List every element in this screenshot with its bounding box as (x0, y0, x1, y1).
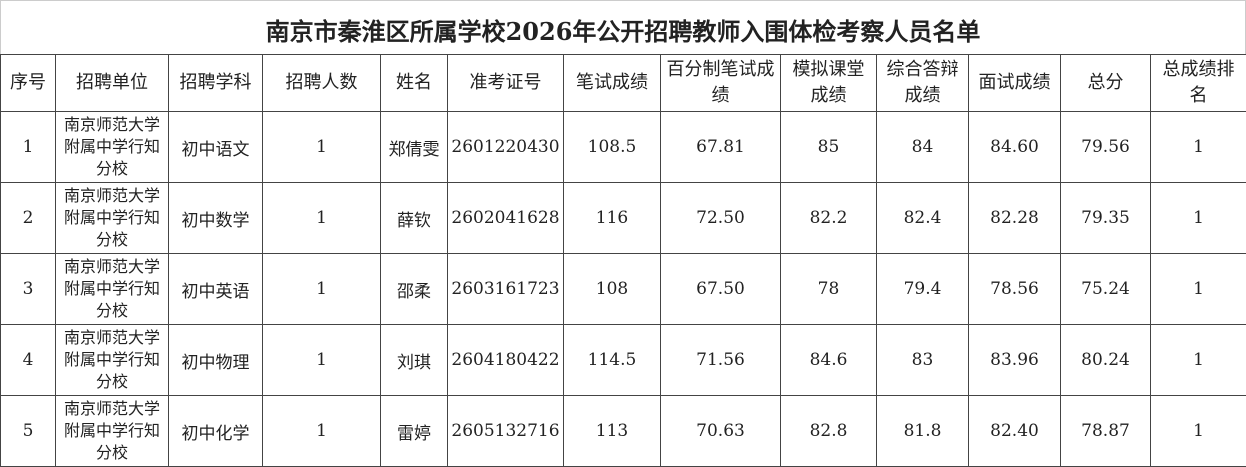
table-cell: 1 (0, 111, 56, 183)
table-cell: 67.50 (660, 253, 781, 325)
table-cell: 114.5 (563, 324, 661, 396)
table-cell: 薛钦 (380, 182, 448, 254)
table-cell: 初中英语 (168, 253, 263, 325)
table-cell: 79.35 (1060, 182, 1151, 254)
table-cell: 80.24 (1060, 324, 1151, 396)
table-cell: 85 (780, 111, 877, 183)
table-cell: 108 (563, 253, 661, 325)
table-cell: 79.56 (1060, 111, 1151, 183)
column-header: 招聘单位 (55, 54, 169, 112)
table-cell: 2 (0, 182, 56, 254)
table-cell: 84.60 (968, 111, 1061, 183)
table-row: 5 南京师范大学附属中学行知分校 初中化学 1 雷婷 2605132716 113 70.63… (0, 395, 1246, 467)
table-cell: 79.4 (876, 253, 969, 325)
table-cell: 82.4 (876, 182, 969, 254)
table-cell: 1 (262, 111, 381, 183)
table-cell: 113 (563, 395, 661, 467)
table-cell: 75.24 (1060, 253, 1151, 325)
table-cell: 南京师范大学附属中学行知分校 (55, 324, 169, 396)
table-cell: 初中数学 (168, 182, 263, 254)
table-cell: 南京师范大学附属中学行知分校 (55, 182, 169, 254)
table-cell: 72.50 (660, 182, 781, 254)
table-row: 2 南京师范大学附属中学行知分校 初中数学 1 薛钦 2602041628 116 72.50… (0, 182, 1246, 254)
column-header: 模拟课堂成绩 (780, 54, 877, 112)
table-cell: 初中语文 (168, 111, 263, 183)
column-header: 综合答辩成绩 (876, 54, 969, 112)
column-header: 序号 (0, 54, 56, 112)
table-cell: 82.28 (968, 182, 1061, 254)
table-cell: 83 (876, 324, 969, 396)
table-cell: 78.87 (1060, 395, 1151, 467)
table-cell: 3 (0, 253, 56, 325)
table-cell: 70.63 (660, 395, 781, 467)
table-cell: 2605132716 (447, 395, 564, 467)
table-cell: 82.40 (968, 395, 1061, 467)
header-row: 序号 招聘单位 招聘学科 招聘人数 姓名 准考证号 笔试成绩 百分制笔试成绩 模拟课堂成绩 综合答… (0, 54, 1246, 112)
column-header: 招聘学科 (168, 54, 263, 112)
table-cell: 2603161723 (447, 253, 564, 325)
table-cell: 雷婷 (380, 395, 448, 467)
table-cell: 邵柔 (380, 253, 448, 325)
table-cell: 初中物理 (168, 324, 263, 396)
column-header: 面试成绩 (968, 54, 1061, 112)
table-cell: 2604180422 (447, 324, 564, 396)
table-cell: 116 (563, 182, 661, 254)
table-cell: 初中化学 (168, 395, 263, 467)
table-row: 4 南京师范大学附属中学行知分校 初中物理 1 刘琪 2604180422 114.5 71.… (0, 324, 1246, 396)
column-header: 百分制笔试成绩 (660, 54, 781, 112)
table-cell: 82.2 (780, 182, 877, 254)
table-cell: 刘琪 (380, 324, 448, 396)
column-header: 姓名 (380, 54, 448, 112)
table-cell: 108.5 (563, 111, 661, 183)
table-cell: 2601220430 (447, 111, 564, 183)
table-cell: 1 (262, 324, 381, 396)
table-cell: 1 (262, 395, 381, 467)
table-cell: 82.8 (780, 395, 877, 467)
table-cell: 1 (1150, 253, 1246, 325)
table-cell: 67.81 (660, 111, 781, 183)
table-cell: 71.56 (660, 324, 781, 396)
table-cell: 84 (876, 111, 969, 183)
table-cell: 郑倩雯 (380, 111, 448, 183)
table-row: 3 南京师范大学附属中学行知分校 初中英语 1 邵柔 2603161723 108 67.50… (0, 253, 1246, 325)
column-header: 总成绩排名 (1150, 54, 1246, 112)
table-cell: 81.8 (876, 395, 969, 467)
table-cell: 南京师范大学附属中学行知分校 (55, 253, 169, 325)
table-cell: 5 (0, 395, 56, 467)
table-cell: 南京师范大学附属中学行知分校 (55, 111, 169, 183)
table-cell: 1 (1150, 395, 1246, 467)
table-cell: 83.96 (968, 324, 1061, 396)
table-cell: 1 (1150, 111, 1246, 183)
table-cell: 1 (1150, 324, 1246, 396)
column-header: 笔试成绩 (563, 54, 661, 112)
table-cell: 84.6 (780, 324, 877, 396)
table-cell: 2602041628 (447, 182, 564, 254)
document-title: 南京市秦淮区所属学校2026年公开招聘教师入围体检考察人员名单 (0, 0, 1246, 54)
column-header: 招聘人数 (262, 54, 381, 112)
table-cell: 4 (0, 324, 56, 396)
column-header: 总分 (1060, 54, 1151, 112)
column-header: 准考证号 (447, 54, 564, 112)
table-cell: 1 (262, 182, 381, 254)
table-cell: 78.56 (968, 253, 1061, 325)
table-cell: 1 (262, 253, 381, 325)
table-cell: 1 (1150, 182, 1246, 254)
table-row: 1 南京师范大学附属中学行知分校 初中语文 1 郑倩雯 2601220430 108.5 67… (0, 111, 1246, 183)
candidate-table: 序号 招聘单位 招聘学科 招聘人数 姓名 准考证号 笔试成绩 百分制笔试成绩 模拟课堂成绩 综合答… (0, 54, 1246, 467)
table-cell: 南京师范大学附属中学行知分校 (55, 395, 169, 467)
table-cell: 78 (780, 253, 877, 325)
